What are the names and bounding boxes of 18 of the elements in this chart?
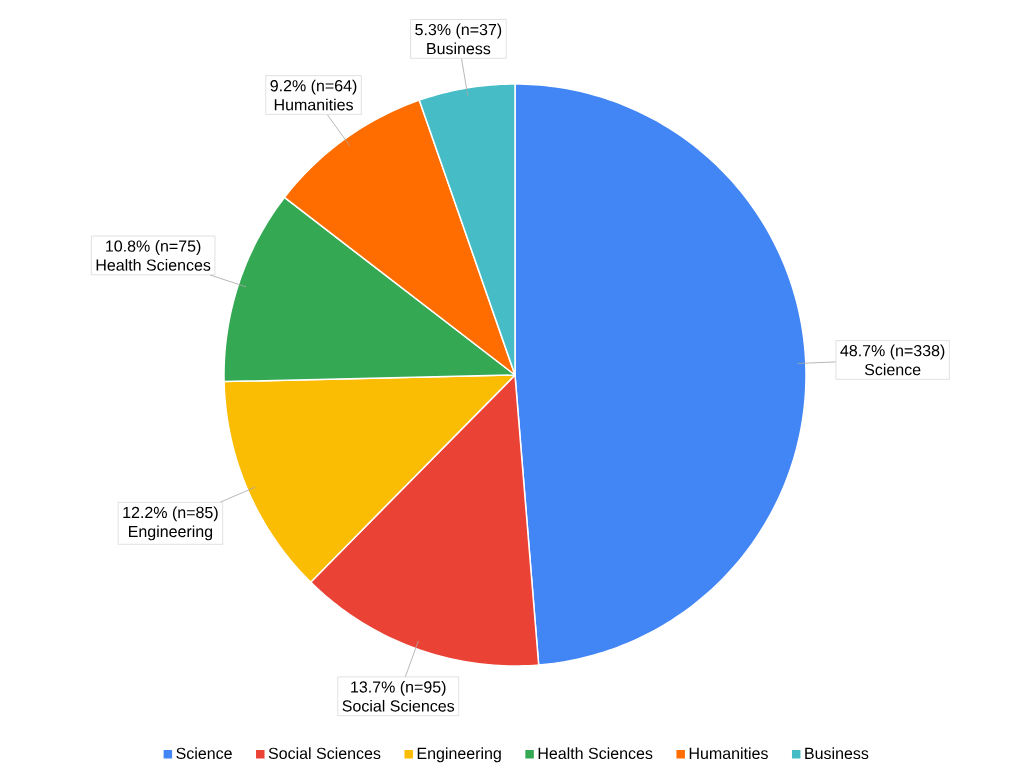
slice-label: Social Sciences — [342, 699, 455, 712]
data-label: 9.2% (n=64) — [270, 79, 357, 95]
slice-label: Science — [864, 363, 921, 376]
legend-label: Health Sciences — [538, 747, 653, 760]
data-label: 10.8% (n=75) — [106, 240, 201, 255]
legend-label: Business — [805, 747, 869, 760]
slice-label: Business — [427, 42, 491, 55]
slice-label: Humanities — [274, 98, 353, 111]
slice-label: Health Sciences — [96, 259, 211, 271]
legend-label: Humanities — [689, 747, 768, 760]
slice-label: Engineering — [129, 525, 213, 541]
data-label: 13.7% (n=95) — [351, 680, 446, 696]
legend-label: Science — [176, 747, 232, 760]
legend-label: Social Sciences — [268, 747, 381, 760]
legend-label: Engineering — [417, 747, 501, 763]
data-label: 5.3% (n=37) — [415, 23, 502, 39]
data-label: 48.7% (n=338) — [840, 344, 945, 360]
data-label: 12.2% (n=85) — [123, 506, 218, 522]
